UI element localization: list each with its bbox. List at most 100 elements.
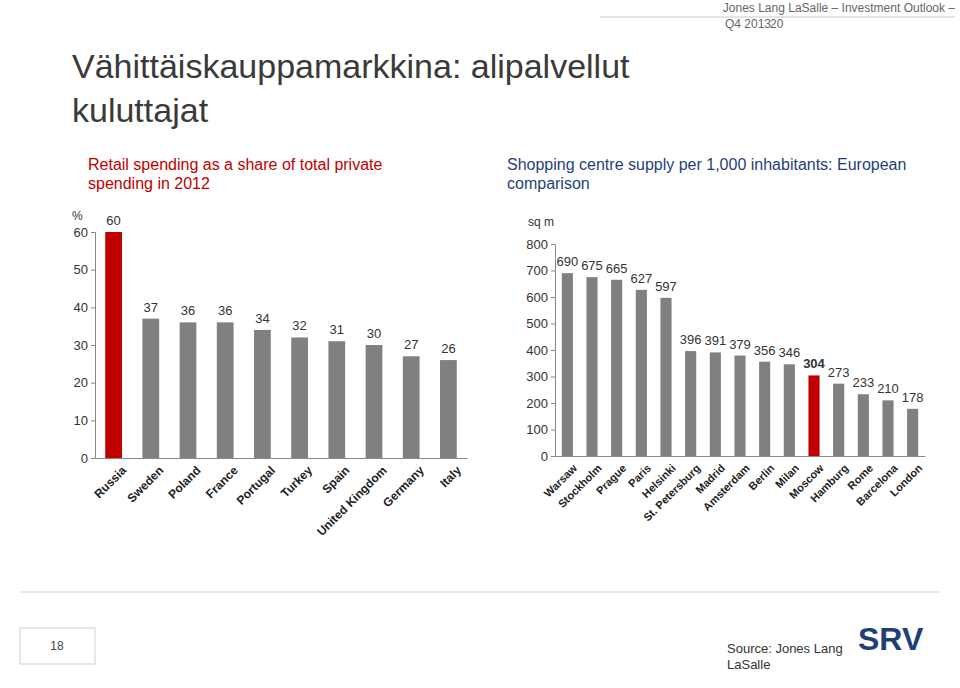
tick: Amsterdam (701, 462, 752, 513)
tick-label: 200 (526, 396, 548, 411)
tick: Poland (165, 463, 203, 501)
bar (858, 394, 869, 456)
tick-label: 10 (74, 413, 88, 428)
x-axis: RussiaSwedenPolandFrancePortugalTurkeySp… (91, 459, 467, 539)
category-label: Germany (380, 463, 427, 510)
tick: United Kingdom (314, 463, 389, 538)
bar (734, 356, 745, 456)
data-label: 379 (729, 337, 751, 352)
slide: Jones Lang LaSalle – Investment Outlook … (0, 0, 960, 688)
tick-mark (91, 458, 95, 459)
header: Jones Lang LaSalle – Investment Outlook … (600, 1, 955, 31)
data-label: 675 (581, 258, 603, 273)
tick: Portugal (234, 463, 278, 507)
bar (562, 273, 573, 456)
bar (685, 351, 696, 456)
data-label: 178 (902, 390, 924, 405)
tick-label: 100 (526, 422, 548, 437)
bar (254, 330, 271, 458)
tick-label: 700 (526, 263, 548, 278)
category-label: Spain (319, 463, 352, 496)
category-label: Prague (594, 462, 629, 497)
tick-label: 30 (74, 338, 88, 353)
tick-label: 40 (74, 300, 88, 315)
tick-mark (551, 324, 555, 325)
tick: 700 (526, 263, 555, 278)
bars (105, 232, 457, 458)
tick: Turkey (278, 463, 315, 500)
axis-line (556, 456, 926, 457)
data-label: 210 (877, 381, 899, 396)
data-label: 27 (404, 337, 418, 352)
bar (291, 337, 308, 458)
tick-label: 300 (526, 369, 548, 384)
chart: Retail spending as a share of total priv… (72, 156, 468, 539)
source-note: Source: Jones LangLaSalle (727, 641, 843, 672)
data-label: 627 (630, 271, 652, 286)
tick-mark (91, 345, 95, 346)
tick: Germany (380, 463, 427, 510)
category-label: St. Petersburg (641, 462, 703, 524)
tick-mark (91, 232, 95, 233)
tick: Italy (437, 463, 464, 490)
data-label: 665 (606, 261, 628, 276)
tick: 200 (526, 396, 555, 411)
bar (180, 322, 197, 458)
category-label: Portugal (234, 463, 278, 507)
y-axis: 0102030405060 (74, 225, 96, 466)
tick: London (887, 462, 924, 499)
data-label: 233 (852, 375, 874, 390)
bar (105, 232, 122, 458)
y-axis: 0100200300400500600700800 (526, 237, 555, 464)
data-labels: 6906756656275973963913793563463042732332… (556, 254, 923, 405)
data-label: 30 (367, 326, 381, 341)
tick-mark (551, 430, 555, 431)
bar (808, 375, 819, 456)
category-label: Italy (437, 463, 464, 490)
tick: 300 (526, 369, 555, 384)
category-label: Turkey (278, 463, 315, 500)
bar (611, 280, 622, 456)
tick-label: 800 (526, 237, 548, 252)
tick-mark (551, 350, 555, 351)
bar (328, 341, 345, 458)
axis-line (96, 458, 468, 459)
data-label: 36 (218, 303, 232, 318)
y-axis-title: sq m (528, 215, 554, 229)
tick: 10 (74, 413, 95, 428)
tick: Prague (594, 462, 629, 497)
bar (882, 400, 893, 456)
header-page: 20 (770, 17, 784, 31)
tick-mark (91, 307, 95, 308)
footer-rule (20, 592, 940, 593)
bar (907, 409, 918, 456)
x-axis: WarsawStockholmPragueParisHelsinkiSt. Pe… (542, 457, 926, 524)
data-label: 597 (655, 279, 677, 294)
bar (217, 322, 234, 458)
tick-mark (91, 270, 95, 271)
bar (710, 352, 721, 456)
chart-title: Shopping centre supply per 1,000 inhabit… (507, 156, 906, 192)
slide-title: Vähittäiskauppamarkkina: alipalvellutkul… (72, 47, 630, 129)
tick-mark (551, 377, 555, 378)
tick: 60 (74, 225, 95, 240)
tick: St. Petersburg (641, 462, 703, 524)
category-label: Poland (165, 463, 203, 501)
bar (759, 362, 770, 456)
category-label: Amsterdam (701, 462, 752, 513)
category-label: Sweden (124, 463, 166, 505)
tick-mark (91, 383, 95, 384)
bar (660, 298, 671, 456)
data-label: 60 (106, 213, 120, 228)
data-label: 346 (778, 345, 800, 360)
tick-label: 0 (81, 451, 88, 466)
chart: Shopping centre supply per 1,000 inhabit… (507, 156, 926, 523)
footer: 18Source: Jones LangLaSalleSRV (20, 592, 940, 672)
y-axis-title: % (72, 209, 83, 223)
header-text: Q4 2013 (725, 17, 771, 31)
bar (636, 290, 647, 456)
data-label: 304 (803, 356, 825, 371)
category-label: London (887, 462, 924, 499)
data-label: 34 (255, 311, 269, 326)
bar (833, 384, 844, 456)
